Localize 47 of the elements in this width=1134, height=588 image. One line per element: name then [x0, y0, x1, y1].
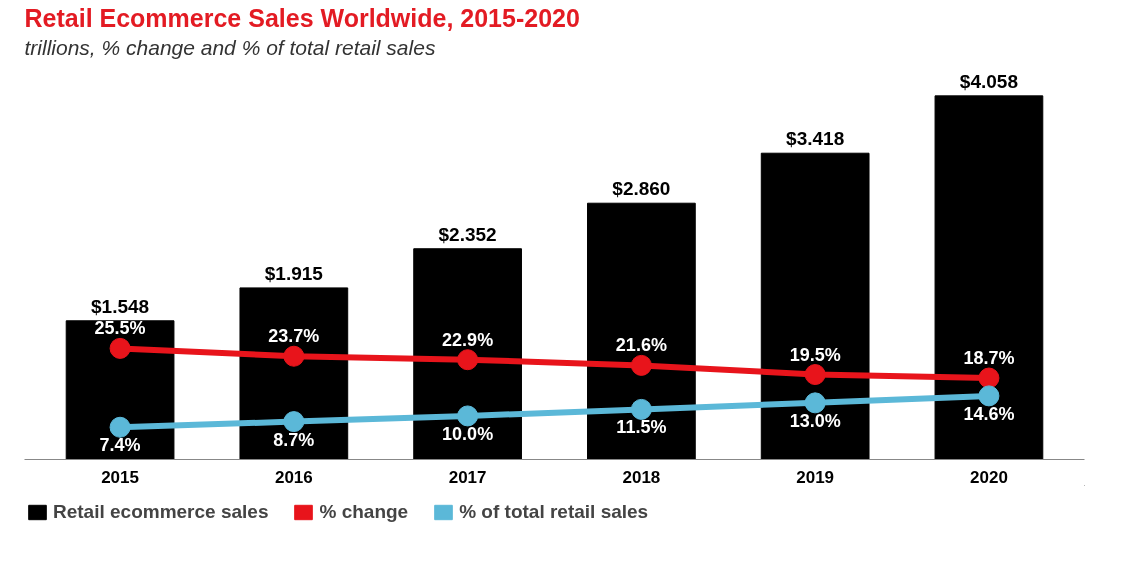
data-label: 18.7%: [963, 348, 1015, 369]
data-label: 25.5%: [94, 318, 146, 339]
bar: [239, 287, 349, 460]
data-label: 7.4%: [99, 435, 141, 456]
legend-label: Retail ecommerce sales: [53, 501, 269, 523]
x-tick-label: 2019: [796, 467, 835, 487]
point: [109, 416, 131, 438]
data-label: 21.6%: [615, 335, 667, 356]
data-label: 11.5%: [616, 417, 667, 438]
data-label: 13.0%: [789, 410, 841, 431]
data-label: 19.5%: [789, 344, 841, 365]
bar: [587, 202, 696, 460]
x-tick-label: 2018: [622, 467, 661, 487]
data-label: $2.352: [438, 223, 497, 245]
point: [457, 405, 479, 427]
x-tick-label: 2015: [101, 467, 139, 487]
point: [978, 367, 1000, 389]
data-label: 22.9%: [442, 329, 494, 350]
data-label: $1.548: [91, 295, 150, 317]
x-tick-label: 2016: [274, 467, 313, 487]
point: [283, 411, 305, 433]
point: [630, 354, 652, 376]
point: [630, 398, 652, 420]
point: [804, 392, 826, 414]
point: [457, 349, 479, 371]
data-label: 14.6%: [963, 403, 1015, 424]
legend-label: % change: [319, 501, 409, 523]
data-label: $3.418: [786, 128, 845, 150]
bar: [413, 248, 522, 460]
data-label: 10.0%: [442, 423, 494, 444]
data-label: $1.915: [264, 262, 324, 284]
chart-subtitle: trillions, % change and % of total retail sales: [24, 35, 436, 59]
bar: [934, 95, 1044, 460]
data-label: $4.058: [959, 70, 1018, 92]
data-label: $2.860: [612, 178, 671, 200]
bar: [760, 152, 870, 460]
point: [109, 337, 131, 359]
legend-label: % of total retail sales: [459, 501, 649, 523]
point: [283, 345, 305, 367]
point: [804, 364, 826, 386]
x-tick-label: 2020: [970, 467, 1008, 487]
x-tick-label: 2017: [448, 467, 487, 487]
bar: [65, 320, 175, 460]
data-label: 8.7%: [273, 429, 315, 450]
chart-title: Retail Ecommerce Sales Worldwide, 2015-2020: [24, 3, 580, 32]
data-label: 23.7%: [268, 326, 320, 347]
point: [978, 385, 1000, 407]
